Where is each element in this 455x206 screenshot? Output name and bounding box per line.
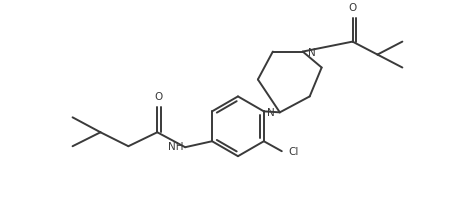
Text: O: O [154, 92, 162, 102]
Text: N: N [308, 47, 315, 57]
Text: Cl: Cl [289, 146, 299, 156]
Text: NH: NH [167, 142, 183, 151]
Text: O: O [349, 3, 357, 13]
Text: N: N [267, 108, 275, 118]
